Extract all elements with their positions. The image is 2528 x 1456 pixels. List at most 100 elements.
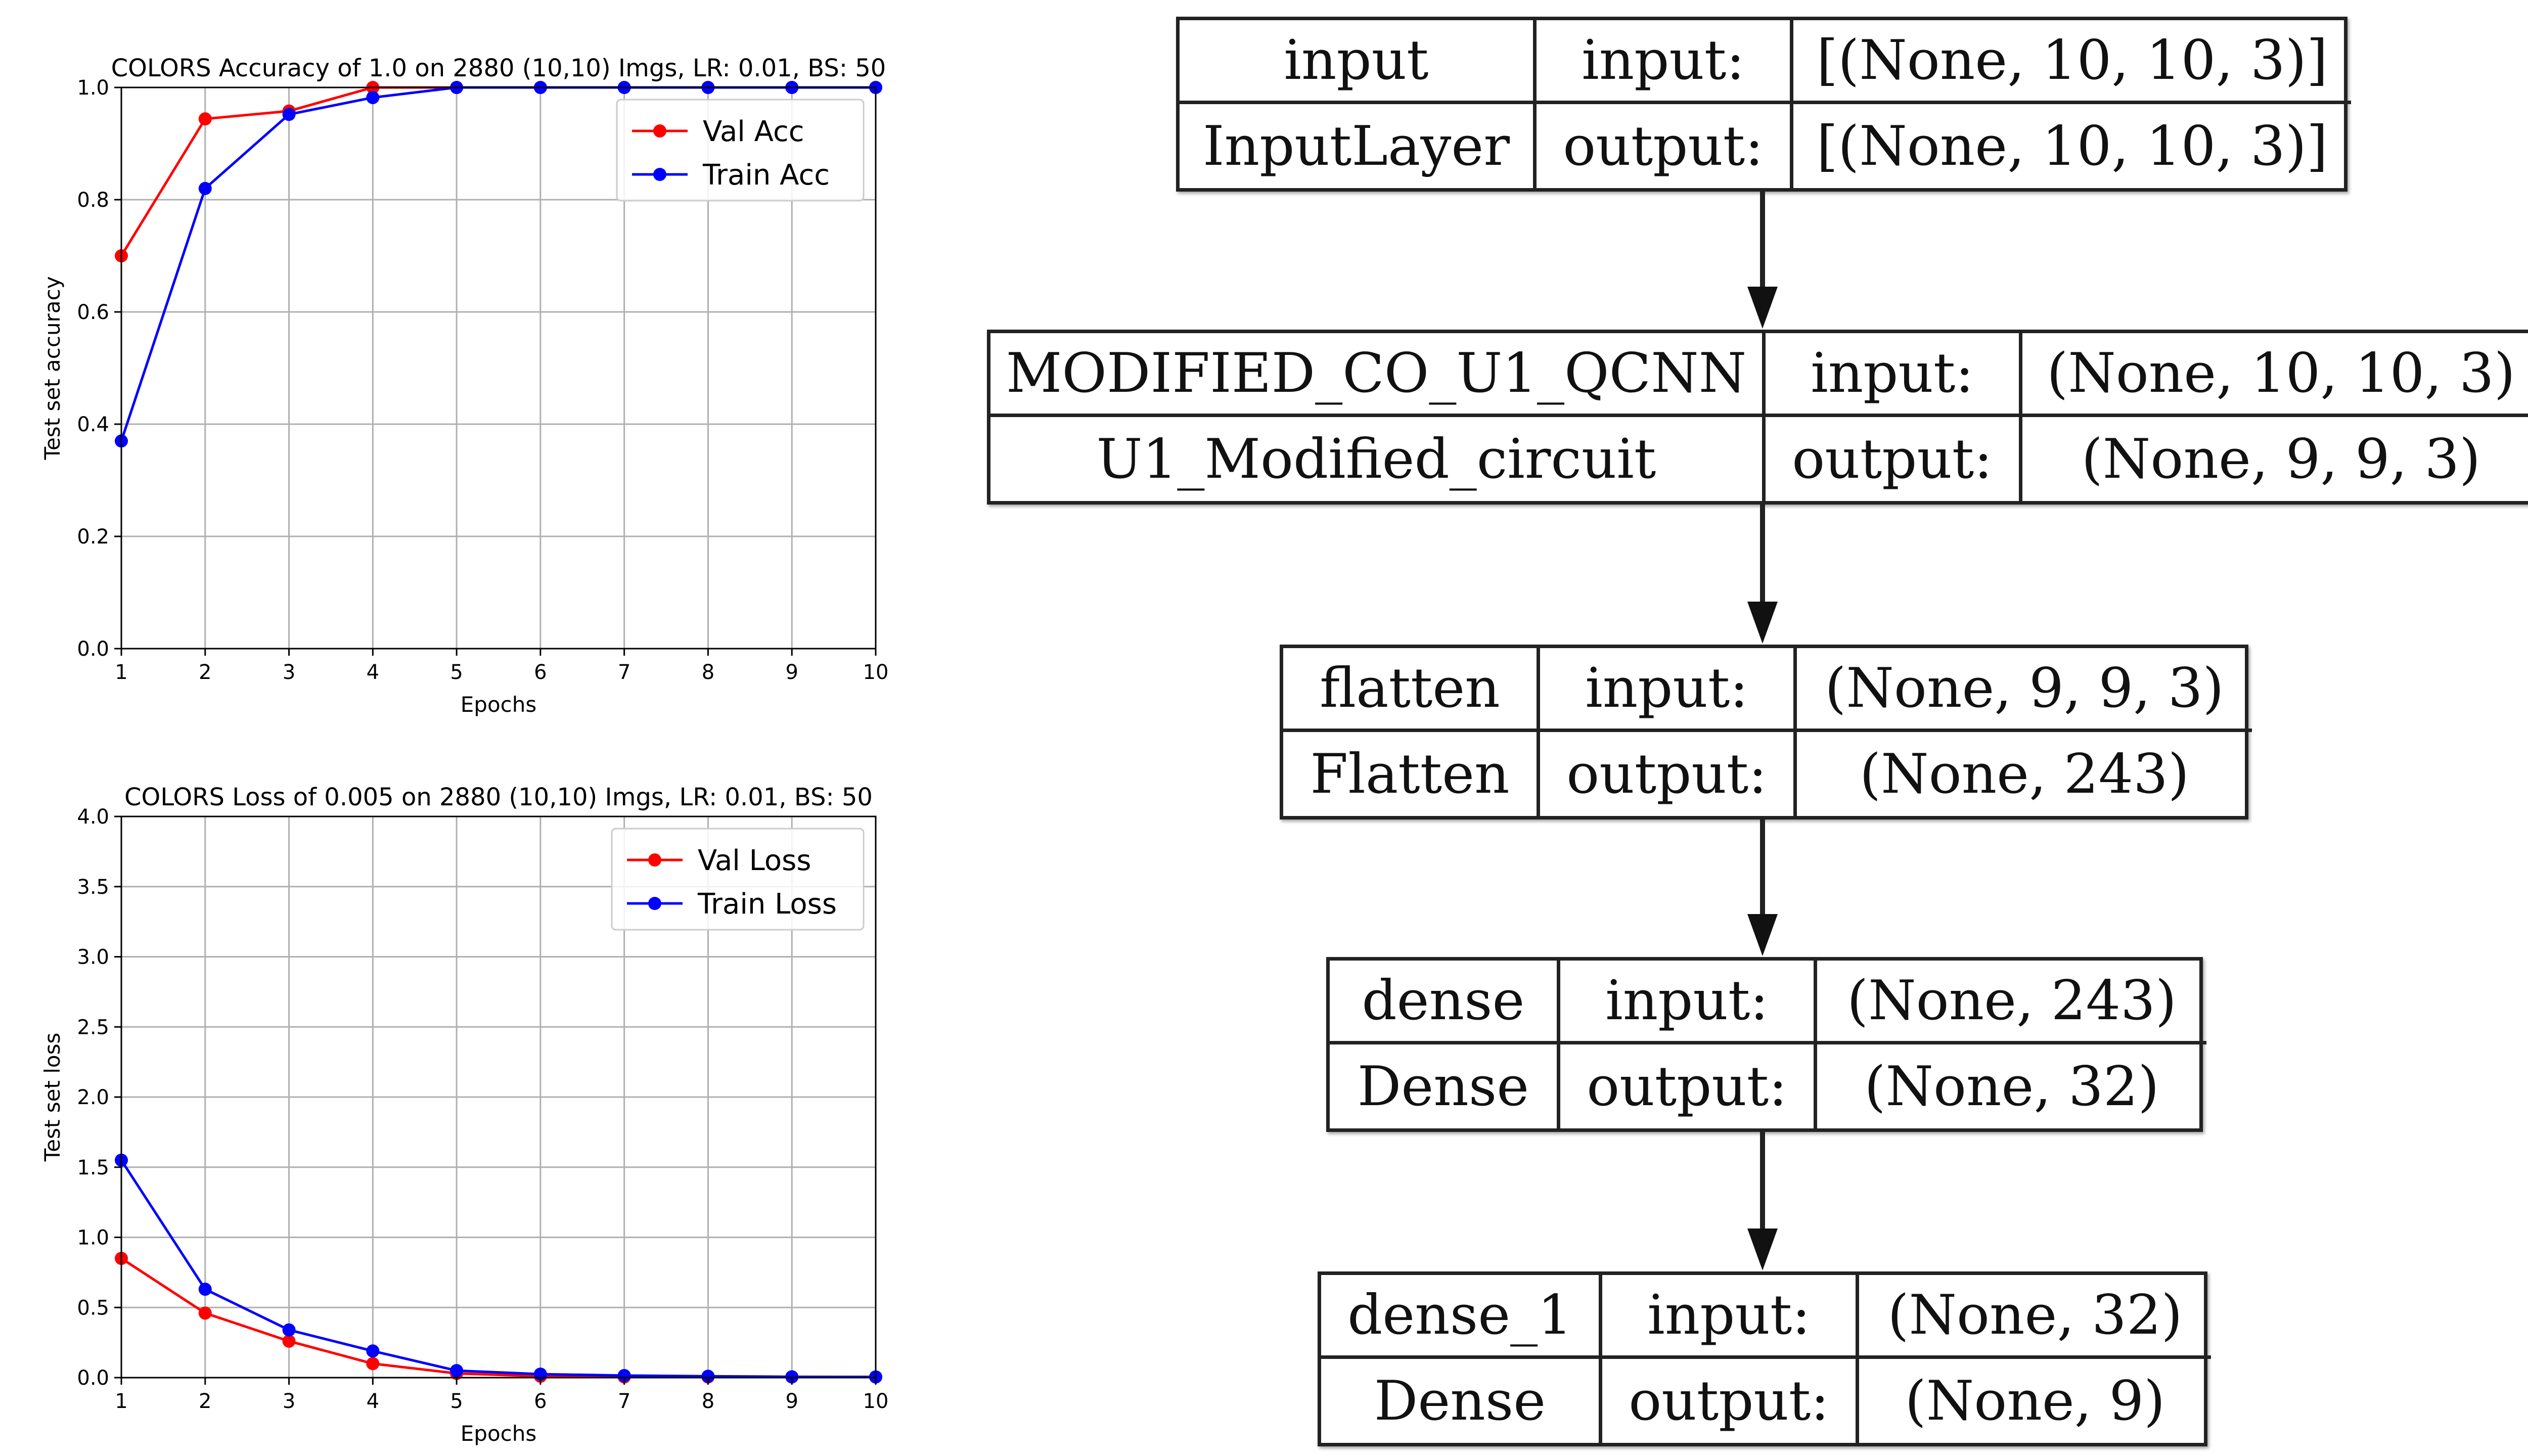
x-tick-label: 3 — [283, 661, 295, 684]
layer-name: flatten — [1283, 648, 1540, 732]
input-label: input: — [1602, 1275, 1859, 1359]
output-shape: (None, 32) — [1864, 1055, 2159, 1118]
input-label: input: — [1540, 648, 1797, 732]
input-shape: (None, 10, 10, 3) — [2022, 333, 2528, 417]
legend-marker — [653, 168, 666, 181]
output-shape: (None, 243) — [1859, 742, 2190, 806]
x-tick-label: 10 — [863, 1390, 889, 1413]
y-tick-label: 0.2 — [77, 525, 109, 549]
y-tick-label: 1.0 — [77, 76, 109, 100]
layer-name: input — [1180, 20, 1537, 104]
y-tick-label: 0.0 — [77, 638, 109, 661]
data-point — [282, 1334, 296, 1348]
series-line-2 — [120, 1159, 876, 1379]
input-shape: (None, 32) — [1859, 1275, 2211, 1359]
data-point — [282, 1323, 296, 1337]
x-tick-label: 6 — [534, 1390, 547, 1413]
layer-type: Dense — [1321, 1359, 1602, 1443]
layer-type: Dense — [1330, 1044, 1560, 1128]
output-label: output: — [1766, 417, 2022, 501]
output-label: output: — [1540, 732, 1797, 816]
x-tick-label: 5 — [450, 661, 463, 684]
layer-node-input: input input: [(None, 10, 10, 3)] InputLayer… — [1176, 17, 2351, 192]
chart-title: COLORS Accuracy of 1.0 on 2880 (10,10) I… — [111, 54, 886, 82]
data-point — [366, 1344, 380, 1358]
data-point — [198, 1306, 212, 1320]
layer-name: MODIFIED_CO_U1_QCNN — [990, 333, 1766, 417]
legend-marker — [648, 853, 661, 867]
chart-title: COLORS Loss of 0.005 on 2880 (10,10) Img… — [124, 783, 873, 811]
output-label: output: — [1560, 1044, 1817, 1128]
x-tick-label: 3 — [283, 1390, 295, 1413]
legend-label: Train Loss — [697, 888, 837, 921]
connector-arrow — [1747, 505, 1778, 644]
x-tick-label: 10 — [863, 661, 889, 684]
x-tick-label: 5 — [450, 1390, 463, 1413]
data-point — [785, 1370, 799, 1384]
x-tick-label: 8 — [702, 1390, 714, 1413]
y-tick-label: 0.6 — [77, 301, 109, 324]
x-tick-label: 1 — [115, 1390, 127, 1413]
x-tick-label: 7 — [618, 661, 630, 684]
x-tick-label: 8 — [702, 661, 714, 684]
connector-arrow — [1747, 1132, 1778, 1270]
output-shape: [(None, 10, 10, 3)] — [1816, 114, 2328, 178]
input-label: input: — [1766, 333, 2022, 417]
legend-marker — [653, 124, 666, 138]
layer-type: Flatten — [1283, 732, 1540, 816]
data-point — [198, 1283, 212, 1296]
output-label: output: — [1602, 1359, 1859, 1443]
layer-type: U1_Modified_circuit — [990, 417, 1766, 501]
x-tick-label: 4 — [367, 661, 379, 684]
x-axis-label: Epochs — [461, 692, 537, 717]
y-tick-label: 3.0 — [77, 946, 109, 969]
layer-type: InputLayer — [1180, 104, 1537, 188]
layer-node-dense-1: dense_1 input: (None, 32) Dense output: (None… — [1318, 1271, 2211, 1446]
y-tick-label: 4.0 — [77, 805, 109, 829]
layer-node-modified-co-u1-qcnn: MODIFIED_CO_U1_QCNN input: (None, 10, 10, … — [987, 330, 2528, 505]
y-tick-label: 0.0 — [77, 1367, 109, 1390]
input-label: input: — [1537, 20, 1793, 104]
series-line-1 — [120, 1257, 876, 1379]
connector-arrow — [1747, 192, 1778, 329]
data-point — [282, 108, 296, 121]
x-tick-label: 9 — [785, 661, 798, 684]
layer-name: dense — [1330, 961, 1560, 1044]
x-tick-label: 4 — [367, 1390, 379, 1413]
plot-frame — [120, 86, 877, 650]
x-tick-label: 6 — [534, 661, 547, 684]
output-shape: (None, 9, 9, 3) — [2081, 427, 2481, 491]
data-point — [198, 112, 212, 126]
y-tick-label: 0.8 — [77, 189, 109, 212]
output-label: output: — [1537, 104, 1793, 188]
output-shape: (None, 9) — [1905, 1369, 2165, 1433]
y-axis-label: Test set accuracy — [40, 276, 65, 460]
layer-node-flatten: flatten input: (None, 9, 9, 3) Flatten outpu… — [1280, 645, 2252, 820]
data-point — [198, 181, 212, 195]
legend-label: Train Acc — [702, 159, 830, 192]
data-point — [450, 1364, 464, 1378]
input-label: input: — [1560, 961, 1817, 1044]
y-tick-label: 0.4 — [77, 413, 109, 436]
data-point — [701, 1370, 715, 1383]
y-axis-label: Test set loss — [40, 1033, 65, 1162]
input-shape: (None, 9, 9, 3) — [1797, 648, 2252, 732]
legend-marker — [648, 897, 661, 910]
connector-arrow — [1747, 820, 1778, 956]
y-tick-label: 1.5 — [77, 1156, 109, 1179]
y-tick-label: 0.5 — [77, 1296, 109, 1320]
chart-2: 1 2 3 4 5 6 7 8 9 10 0.0 0.5 1.0 1.5 2.0 2.5 3.0 3.5 4.0 CO… — [40, 783, 888, 1446]
legend-label: Val Acc — [703, 115, 804, 148]
y-tick-label: 2.5 — [77, 1016, 109, 1039]
x-tick-label: 2 — [199, 1390, 211, 1413]
y-tick-label: 3.5 — [77, 876, 109, 899]
data-point — [366, 1357, 380, 1371]
x-tick-label: 2 — [199, 661, 211, 684]
layer-node-dense: dense input: (None, 243) Dense output: (None,… — [1326, 957, 2206, 1132]
layer-name: dense_1 — [1321, 1275, 1602, 1359]
x-tick-label: 9 — [785, 1390, 798, 1413]
x-tick-label: 7 — [618, 1390, 630, 1413]
input-shape: (None, 243) — [1817, 961, 2206, 1044]
